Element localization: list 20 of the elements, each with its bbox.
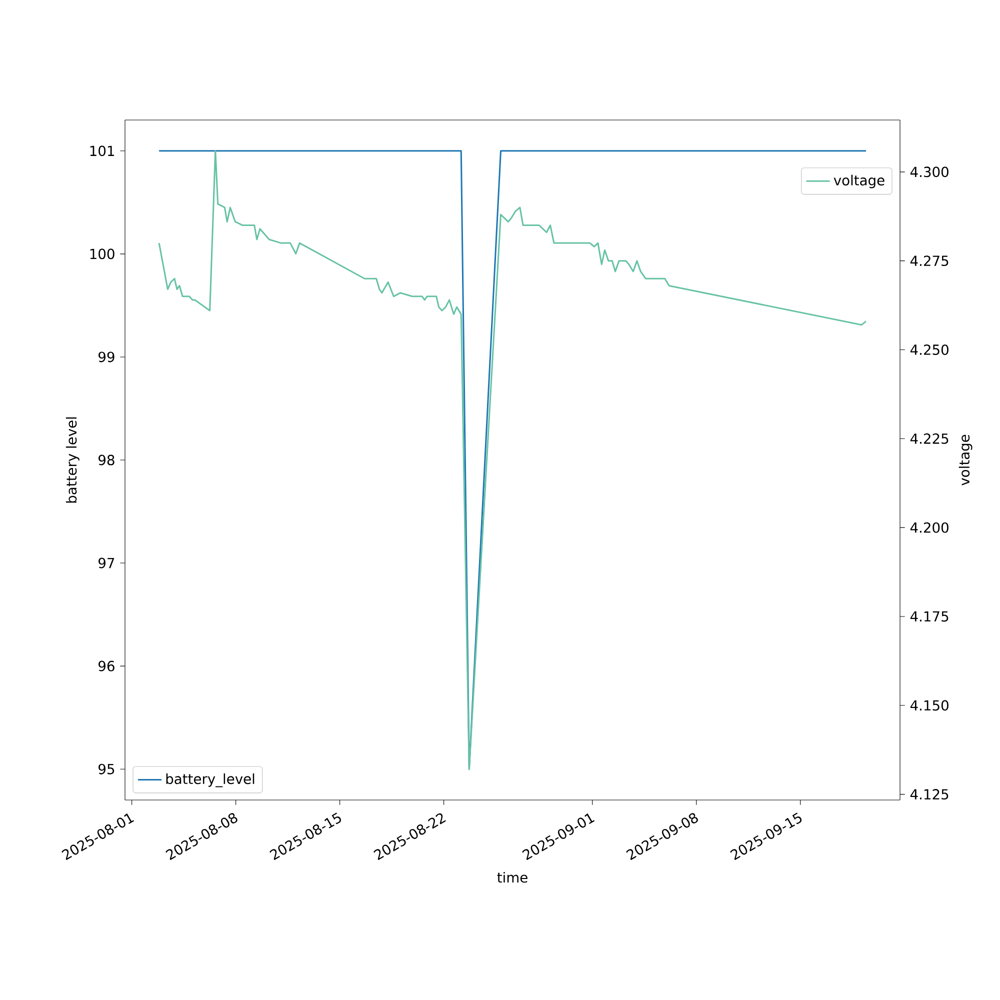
x-axis-title: time — [497, 872, 528, 883]
y-tick-label: 95 — [98, 764, 114, 774]
y-tick-label: 99 — [98, 352, 114, 362]
y2-tick-label: 4.125 — [910, 789, 948, 800]
y-tick-label: 98 — [98, 454, 114, 466]
y-tick-label: 100 — [90, 248, 114, 260]
y-axis-title: battery level — [66, 417, 80, 503]
y2-axis-title: voltage — [958, 434, 972, 486]
y2-tick-label: 4.275 — [910, 256, 948, 266]
y-tick-label: 97 — [98, 558, 114, 568]
y-tick-label: 96 — [98, 660, 114, 672]
y2-tick-label: 4.200 — [910, 522, 948, 533]
y2-tick-label: 4.150 — [910, 700, 948, 711]
legend-label: battery_level — [166, 773, 254, 788]
y-tick-label: 101 — [90, 146, 114, 156]
y2-tick-label: 4.225 — [910, 433, 948, 444]
y2-tick-label: 4.300 — [910, 166, 948, 178]
y2-tick-label: 4.250 — [910, 344, 948, 355]
y2-tick-label: 4.175 — [910, 611, 948, 622]
legend-label: voltage — [834, 174, 884, 188]
